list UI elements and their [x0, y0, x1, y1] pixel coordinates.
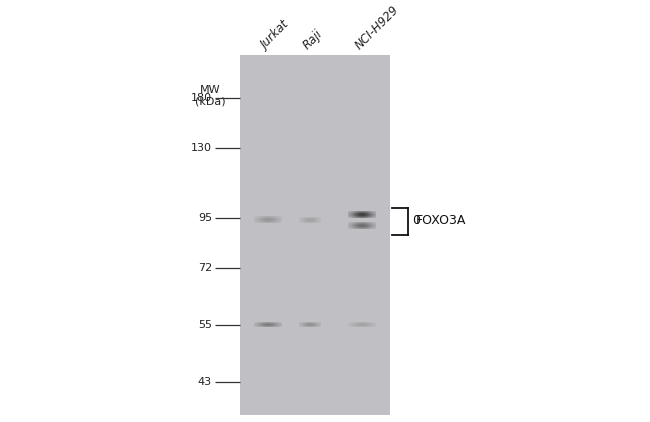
Text: 0: 0 [412, 214, 420, 227]
Text: 95: 95 [198, 213, 212, 223]
Text: 130: 130 [191, 143, 212, 153]
Bar [240, 55, 390, 415]
Text: 180: 180 [191, 93, 212, 103]
Text: MW
(kDa): MW (kDa) [195, 85, 226, 107]
Text: 72: 72 [198, 263, 212, 273]
Text: Raji: Raji [301, 27, 326, 52]
Text: NCI-H929: NCI-H929 [353, 3, 402, 52]
Text: 43: 43 [198, 377, 212, 387]
Text: FOXO3A: FOXO3A [416, 214, 467, 227]
Text: 55: 55 [198, 320, 212, 330]
Text: Jurkat: Jurkat [259, 19, 292, 52]
